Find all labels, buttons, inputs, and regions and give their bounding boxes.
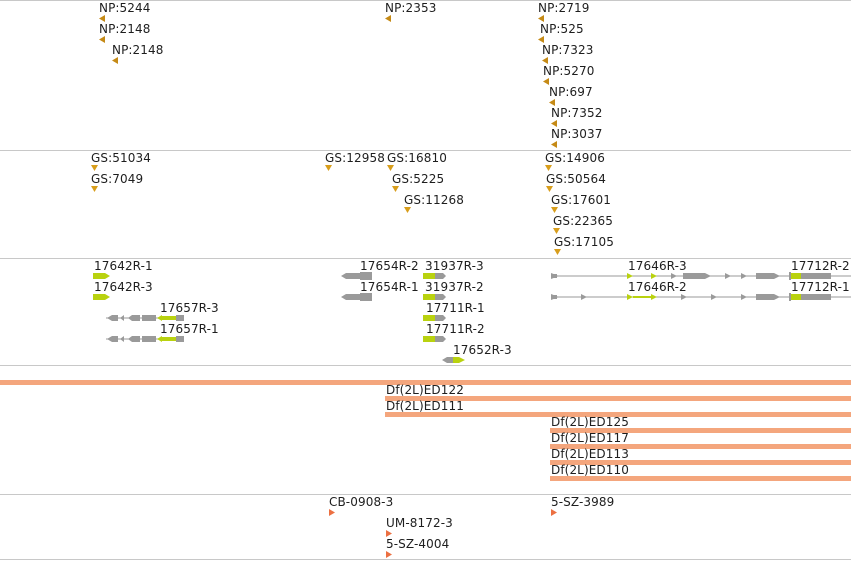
triangle-down-icon[interactable] [392,186,399,192]
np-feature-label[interactable]: NP:5270 [543,64,595,78]
gene-label[interactable]: 17646R-2 [628,280,687,294]
triangle-left-icon[interactable] [538,15,544,22]
triangle-left-icon[interactable] [551,141,557,148]
track-divider-bottom [0,559,851,560]
gene-model[interactable] [93,293,111,301]
insertion-label[interactable]: UM-8172-3 [386,516,453,530]
triangle-left-icon[interactable] [549,99,555,106]
deficiency-band[interactable] [550,476,851,481]
gene-label[interactable]: 17712R-1 [791,280,850,294]
deficiency-label[interactable]: Df(2L)ED113 [551,447,629,461]
triangle-left-icon[interactable] [99,36,105,43]
deficiency-band[interactable] [0,380,851,385]
gs-feature-label[interactable]: GS:50564 [546,172,606,186]
gs-feature-label[interactable]: GS:16810 [387,151,447,165]
triangle-right-icon[interactable] [329,509,335,516]
gene-model[interactable] [423,314,447,322]
triangle-down-icon[interactable] [387,165,394,171]
triangle-left-icon[interactable] [538,36,544,43]
gene-label[interactable]: 17652R-3 [453,343,512,357]
insertion-label[interactable]: 5-SZ-4004 [386,537,450,551]
triangle-left-icon[interactable] [385,15,391,22]
gs-feature-label[interactable]: GS:12958 [325,151,385,165]
deficiency-band[interactable] [550,444,851,449]
deficiency-label[interactable]: Df(2L)ED117 [551,431,629,445]
gene-model[interactable] [93,272,111,280]
np-feature-label[interactable]: NP:525 [540,22,584,36]
deficiency-band[interactable] [385,412,851,417]
gene-label[interactable]: 17646R-3 [628,259,687,273]
gene-label[interactable]: 17642R-1 [94,259,153,273]
gene-label[interactable]: 17642R-3 [94,280,153,294]
triangle-left-icon[interactable] [543,78,549,85]
np-feature-label[interactable]: NP:5244 [99,1,151,15]
triangle-left-icon[interactable] [112,57,118,64]
triangle-left-icon[interactable] [542,57,548,64]
insertion-label[interactable]: 5-SZ-3989 [551,495,615,509]
np-feature-label[interactable]: NP:2719 [538,1,590,15]
triangle-down-icon[interactable] [325,165,332,171]
triangle-down-icon[interactable] [551,207,558,213]
gene-label[interactable]: 17712R-2 [791,259,850,273]
deficiency-label[interactable]: Df(2L)ED122 [386,383,464,397]
gene-model[interactable] [423,335,447,343]
np-feature-label[interactable]: NP:7352 [551,106,603,120]
track-divider-top [0,0,851,1]
gene-label[interactable]: 17657R-3 [160,301,219,315]
triangle-right-icon[interactable] [551,509,557,516]
triangle-down-icon[interactable] [546,186,553,192]
deficiency-band[interactable] [385,396,851,401]
triangle-right-icon[interactable] [386,551,392,558]
gene-label[interactable]: 17711R-1 [426,301,485,315]
deficiency-band[interactable] [550,428,851,433]
gene-label[interactable]: 31937R-3 [425,259,484,273]
deficiency-label[interactable]: Df(2L)ED110 [551,463,629,477]
gene-label[interactable]: 17654R-2 [360,259,419,273]
gene-label[interactable]: 17654R-1 [360,280,419,294]
gs-feature-label[interactable]: GS:22365 [553,214,613,228]
gene-model[interactable] [551,293,851,301]
gene-model[interactable] [341,272,375,280]
np-feature-label[interactable]: NP:2148 [99,22,151,36]
track-divider-df-ins [0,494,851,495]
np-feature-label[interactable]: NP:2353 [385,1,437,15]
gene-model[interactable] [341,293,375,301]
gs-feature-label[interactable]: GS:14906 [545,151,605,165]
gene-label[interactable]: 31937R-2 [425,280,484,294]
gene-model[interactable] [442,356,466,364]
gene-label[interactable]: 17657R-1 [160,322,219,336]
track-divider-genes-df [0,365,851,366]
triangle-left-icon[interactable] [99,15,105,22]
triangle-down-icon[interactable] [91,186,98,192]
triangle-right-icon[interactable] [386,530,392,537]
triangle-down-icon[interactable] [91,165,98,171]
triangle-down-icon[interactable] [545,165,552,171]
deficiency-label[interactable]: Df(2L)ED111 [386,399,464,413]
np-feature-label[interactable]: NP:3037 [551,127,603,141]
np-feature-label[interactable]: NP:697 [549,85,593,99]
track-divider-gs-genes [0,258,851,259]
insertion-label[interactable]: CB-0908-3 [329,495,394,509]
triangle-down-icon[interactable] [553,228,560,234]
gs-feature-label[interactable]: GS:51034 [91,151,151,165]
deficiency-band[interactable] [550,460,851,465]
gs-feature-label[interactable]: GS:17105 [554,235,614,249]
gene-model[interactable] [423,272,447,280]
gs-feature-label[interactable]: GS:7049 [91,172,144,186]
gene-model[interactable] [106,314,186,322]
gene-label[interactable]: 17711R-2 [426,322,485,336]
np-feature-label[interactable]: NP:7323 [542,43,594,57]
triangle-down-icon[interactable] [404,207,411,213]
triangle-down-icon[interactable] [554,249,561,255]
gene-model[interactable] [423,293,447,301]
gs-feature-label[interactable]: GS:5225 [392,172,445,186]
gs-feature-label[interactable]: GS:17601 [551,193,611,207]
gene-model[interactable] [106,335,186,343]
gs-feature-label[interactable]: GS:11268 [404,193,464,207]
deficiency-label[interactable]: Df(2L)ED125 [551,415,629,429]
gene-model[interactable] [551,272,851,280]
track-divider-np-gs [0,150,851,151]
triangle-left-icon[interactable] [551,120,557,127]
np-feature-label[interactable]: NP:2148 [112,43,164,57]
